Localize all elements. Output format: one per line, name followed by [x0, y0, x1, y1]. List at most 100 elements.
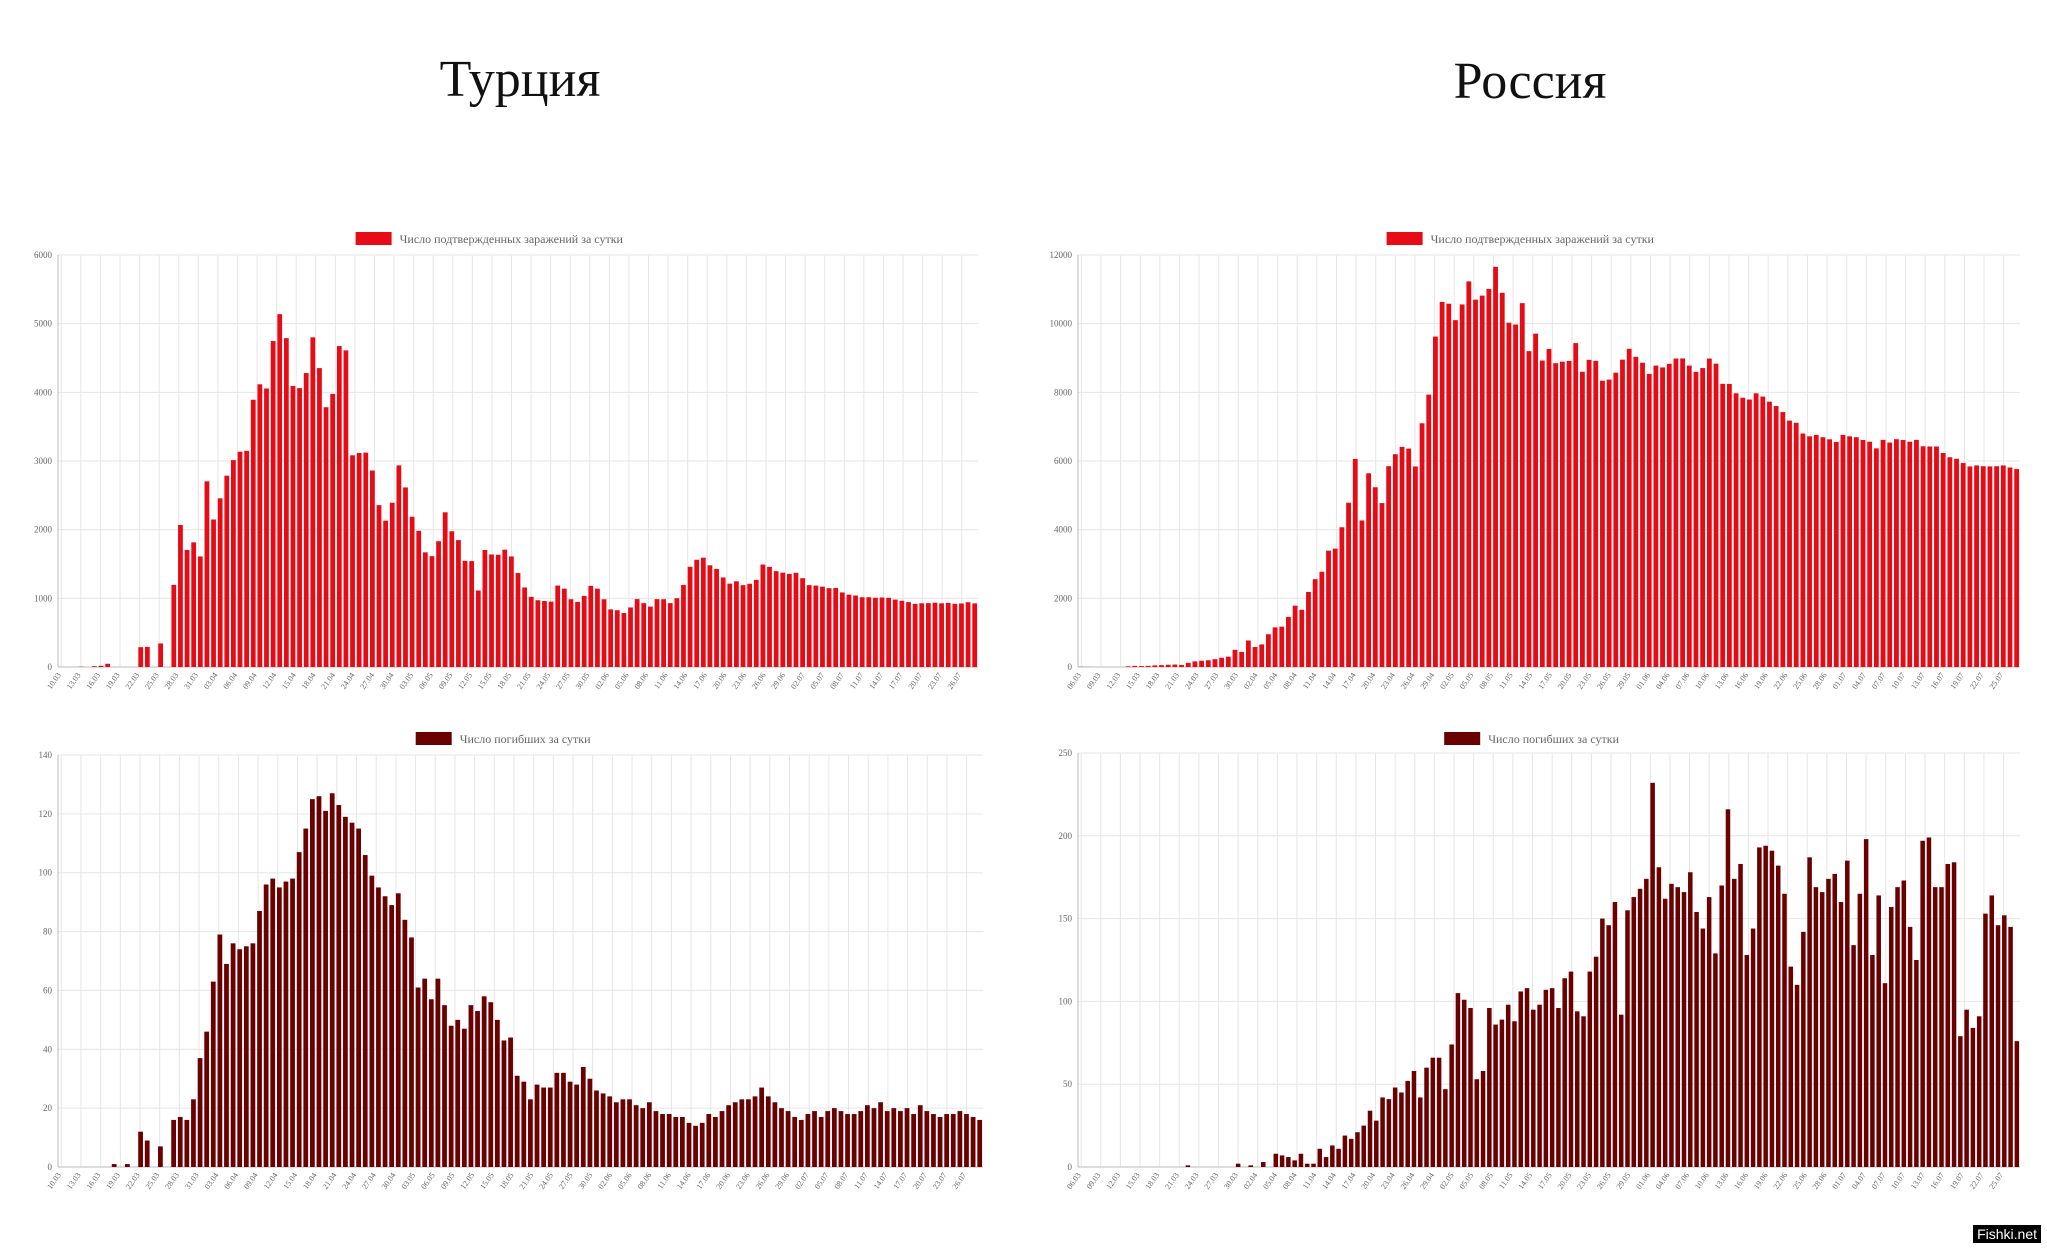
bar	[277, 314, 283, 667]
bar	[667, 603, 673, 667]
x-tick-label: 01.07	[1831, 671, 1849, 691]
x-tick-label: 11.05	[1497, 671, 1515, 691]
bar	[356, 453, 362, 667]
bar	[547, 1087, 553, 1167]
bar	[475, 590, 481, 667]
bar	[944, 1114, 950, 1167]
bar	[805, 1114, 811, 1167]
x-tick-label: 12.05	[456, 671, 474, 691]
x-tick-label: 10.06	[1693, 671, 1711, 691]
x-tick-label: 21.03	[1163, 1171, 1181, 1191]
bar	[568, 599, 574, 667]
bar	[931, 1114, 936, 1167]
bar	[1537, 1004, 1542, 1167]
x-tick-label: 24.05	[535, 671, 553, 691]
bar	[714, 568, 719, 667]
x-tick-label: 14.07	[867, 671, 885, 691]
bar	[1152, 665, 1158, 667]
x-tick-label: 28.06	[1811, 671, 1829, 691]
bar	[1606, 379, 1612, 667]
bar	[1767, 401, 1772, 667]
x-tick-label: 08.07	[832, 1171, 850, 1191]
x-tick-label: 24.03	[1183, 671, 1201, 691]
bar	[1306, 591, 1311, 667]
bar	[1760, 396, 1766, 667]
bar	[1185, 662, 1191, 667]
bar	[1954, 458, 1959, 667]
x-tick-label: 22.07	[1968, 671, 1986, 691]
bar	[1757, 847, 1762, 1167]
x-tick-label: 27.05	[557, 1171, 575, 1191]
bar	[184, 549, 190, 667]
bar	[1880, 439, 1886, 667]
bars	[1185, 782, 2020, 1167]
bar	[846, 594, 852, 667]
bar	[965, 602, 971, 667]
x-tick-label: 27.05	[554, 671, 572, 691]
bar	[409, 937, 414, 1167]
x-tick-label: 10.06	[1693, 1171, 1711, 1191]
bar	[257, 910, 262, 1167]
y-tick-label: 100	[39, 868, 53, 878]
bar	[1927, 446, 1933, 667]
bar	[297, 388, 302, 667]
bar	[1974, 465, 1979, 667]
bar	[1653, 365, 1659, 667]
x-tick-label: 08.04	[1281, 671, 1299, 691]
bar	[508, 1037, 513, 1167]
bar	[1513, 324, 1518, 667]
bar	[1533, 333, 1539, 667]
bar	[1443, 1089, 1448, 1167]
bar	[706, 1114, 712, 1167]
bar	[184, 1119, 190, 1167]
bar	[1225, 656, 1231, 667]
x-tick-label: 20.05	[1556, 1171, 1574, 1191]
x-tick-label: 29.05	[1615, 1171, 1633, 1191]
x-tick-label: 15.04	[280, 671, 298, 691]
x-tick-label: 18.04	[301, 1171, 319, 1191]
bar	[613, 1102, 619, 1167]
bar	[1539, 360, 1545, 667]
bar	[1543, 989, 1549, 1167]
bar	[323, 810, 328, 1167]
bar	[263, 884, 269, 1167]
bar	[1606, 925, 1611, 1167]
bar	[461, 1028, 467, 1167]
bar	[1346, 502, 1351, 667]
bar	[1845, 860, 1850, 1167]
x-tick-label: 29.06	[770, 671, 788, 691]
y-tick-label: 8000	[1054, 387, 1073, 397]
bar	[1473, 299, 1478, 667]
x-tick-label: 08.06	[636, 1171, 654, 1191]
bar	[1426, 394, 1432, 667]
x-tick-label: 04.06	[1654, 1171, 1672, 1191]
x-tick-label: 17.06	[691, 671, 709, 691]
x-tick-label: 04.07	[1850, 1171, 1868, 1191]
x-tick-label: 16.07	[1929, 671, 1947, 691]
bar	[1989, 895, 1994, 1167]
bar	[1556, 1008, 1561, 1167]
bar	[1964, 1009, 1969, 1167]
x-tick-label: 02.07	[789, 671, 807, 691]
y-tick-label: 0	[48, 1162, 53, 1172]
bar	[237, 949, 243, 1167]
x-tick-label: 31.03	[183, 1171, 201, 1191]
bar	[317, 368, 322, 667]
x-tick-label: 26.05	[1595, 1171, 1613, 1191]
bar	[1612, 902, 1618, 1167]
y-tick-label: 150	[1059, 914, 1073, 924]
bar	[681, 584, 686, 667]
bar	[964, 1114, 969, 1167]
x-tick-label: 25.03	[143, 671, 161, 691]
bar	[244, 450, 250, 667]
bar	[1261, 1162, 1266, 1167]
bar	[1983, 913, 1988, 1167]
bar	[1348, 1138, 1354, 1167]
bar	[1566, 360, 1572, 667]
bar	[535, 600, 541, 667]
bar	[1656, 867, 1662, 1167]
bar	[224, 963, 229, 1167]
grid-vertical	[1080, 753, 2005, 1167]
bar	[210, 981, 216, 1167]
x-tick-label: 24.05	[537, 1171, 555, 1191]
